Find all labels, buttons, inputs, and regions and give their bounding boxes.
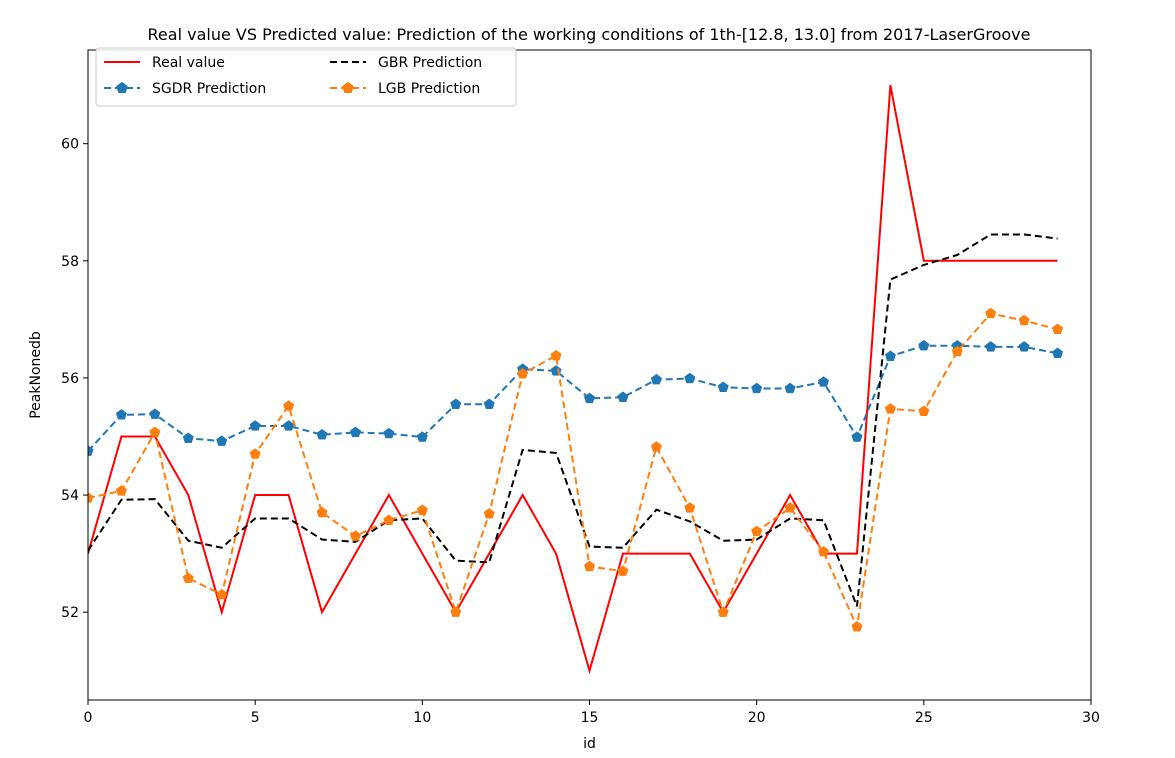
series-gbr-prediction (88, 233, 1058, 607)
data-point (149, 408, 161, 419)
x-axis-label: id (583, 736, 596, 752)
data-point (483, 398, 495, 409)
x-tick-label: 0 (84, 710, 93, 726)
x-axis: 0 5 10 15 20 25 30 (84, 700, 1100, 726)
data-point (985, 341, 997, 352)
data-point (617, 565, 629, 576)
data-point (751, 525, 763, 537)
data-point (283, 400, 295, 411)
data-point (918, 405, 930, 417)
data-point (416, 431, 428, 442)
data-point (249, 420, 261, 431)
data-point (684, 502, 696, 513)
data-point (1018, 341, 1030, 352)
y-tick-label: 54 (61, 488, 79, 504)
y-tick-label: 56 (61, 371, 79, 387)
data-point (517, 368, 529, 379)
x-tick-label: 20 (748, 710, 766, 726)
data-point (416, 504, 428, 515)
data-point (550, 349, 562, 361)
chart-title: Real value VS Predicted value: Predictio… (148, 25, 1031, 44)
y-tick-label: 60 (61, 137, 79, 153)
legend-item: LGB Prediction (330, 81, 480, 97)
legend-marker (116, 81, 128, 93)
y-axis-label: PeakNonedb (28, 331, 44, 419)
data-point (1018, 314, 1030, 326)
series-sgdr-prediction (88, 339, 1064, 456)
data-point (617, 391, 629, 402)
legend-box (95, 47, 517, 107)
data-point (751, 382, 763, 394)
data-point (884, 350, 896, 361)
data-point (951, 345, 963, 357)
legend-marker (342, 81, 354, 93)
data-point (349, 426, 361, 438)
y-tick-label: 58 (61, 254, 79, 270)
x-tick-label: 30 (1082, 710, 1100, 726)
data-point (1052, 323, 1064, 335)
data-point (717, 381, 729, 392)
x-tick-label: 15 (581, 710, 599, 726)
data-point (383, 427, 395, 439)
series-line (88, 312, 1058, 631)
data-point (450, 398, 462, 409)
data-point (450, 606, 462, 617)
data-point (784, 382, 796, 394)
y-axis: 52 54 56 58 60 (61, 137, 88, 621)
data-point (216, 435, 228, 446)
data-point (149, 426, 161, 438)
series-line (88, 344, 1058, 452)
data-point (1052, 347, 1064, 359)
legend-label: LGB Prediction (378, 81, 480, 97)
data-point (182, 432, 194, 443)
data-point (249, 448, 261, 459)
x-tick-label: 10 (413, 710, 431, 726)
data-point (818, 376, 830, 387)
data-point (316, 428, 328, 440)
data-point (851, 431, 863, 442)
data-point (851, 620, 863, 632)
data-point (316, 506, 328, 518)
data-point (115, 485, 127, 496)
data-point (483, 507, 495, 519)
data-point (583, 560, 596, 572)
data-point (918, 339, 930, 351)
legend-label: GBR Prediction (378, 55, 482, 71)
legend: Real value SGDR Prediction GBR Prediction L… (95, 47, 517, 107)
data-point (283, 420, 295, 431)
data-point (717, 606, 729, 617)
data-point (88, 445, 94, 456)
data-point (88, 492, 94, 503)
data-point (583, 392, 596, 404)
y-tick-label: 52 (61, 605, 79, 621)
data-point (818, 546, 830, 557)
series-line (88, 233, 1058, 607)
data-point (349, 530, 361, 541)
legend-item: GBR Prediction (330, 55, 482, 71)
series-lgb-prediction (88, 307, 1064, 632)
x-tick-label: 5 (251, 710, 260, 726)
data-point (684, 372, 696, 384)
legend-item: SGDR Prediction (104, 81, 266, 97)
data-point (784, 502, 796, 513)
data-point (650, 441, 662, 452)
data-point (182, 572, 194, 583)
data-point (884, 403, 896, 414)
data-point (650, 373, 662, 385)
series-real-value (88, 84, 1058, 675)
legend-label: Real value (152, 55, 225, 71)
data-point (985, 307, 997, 319)
data-point (383, 514, 395, 525)
series-line (88, 84, 1058, 675)
data-point (216, 588, 228, 600)
plot-area (88, 84, 1064, 675)
legend-item: Real value (104, 55, 225, 71)
legend-label: SGDR Prediction (152, 81, 266, 97)
x-tick-label: 25 (915, 710, 933, 726)
data-point (115, 409, 127, 420)
